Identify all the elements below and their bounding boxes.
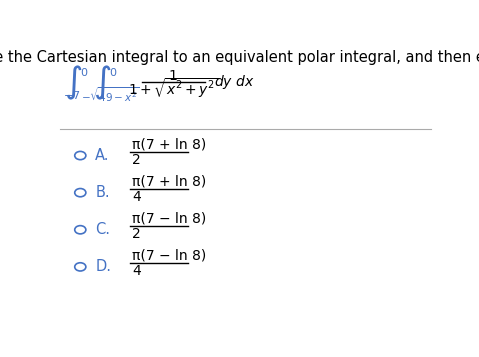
Text: C.: C. [95, 222, 110, 237]
Text: $0$: $0$ [109, 66, 117, 78]
Text: 4: 4 [132, 190, 141, 204]
Text: $0$: $0$ [80, 66, 89, 78]
Text: 4: 4 [132, 264, 141, 278]
Text: $-7$: $-7$ [63, 89, 80, 101]
Text: 2: 2 [132, 153, 141, 167]
Text: π(7 − ln 8): π(7 − ln 8) [132, 212, 206, 226]
Text: $\int$: $\int$ [93, 64, 112, 102]
Text: π(7 + ln 8): π(7 + ln 8) [132, 137, 206, 152]
Text: 2: 2 [132, 227, 141, 241]
Text: $\int$: $\int$ [64, 64, 82, 102]
Text: B.: B. [95, 185, 110, 200]
Text: $dy\ dx$: $dy\ dx$ [214, 73, 255, 91]
Text: $-\sqrt{49-x^2}$: $-\sqrt{49-x^2}$ [81, 86, 140, 104]
Text: Change the Cartesian integral to an equivalent polar integral, and then evaluate: Change the Cartesian integral to an equi… [0, 50, 479, 65]
Text: π(7 − ln 8): π(7 − ln 8) [132, 249, 206, 263]
Text: D.: D. [95, 260, 111, 275]
Text: $1 + \sqrt{x^2+y^2}$: $1 + \sqrt{x^2+y^2}$ [128, 76, 218, 100]
Text: π(7 + ln 8): π(7 + ln 8) [132, 175, 206, 188]
Text: A.: A. [95, 148, 110, 163]
Text: $1$: $1$ [168, 69, 178, 84]
